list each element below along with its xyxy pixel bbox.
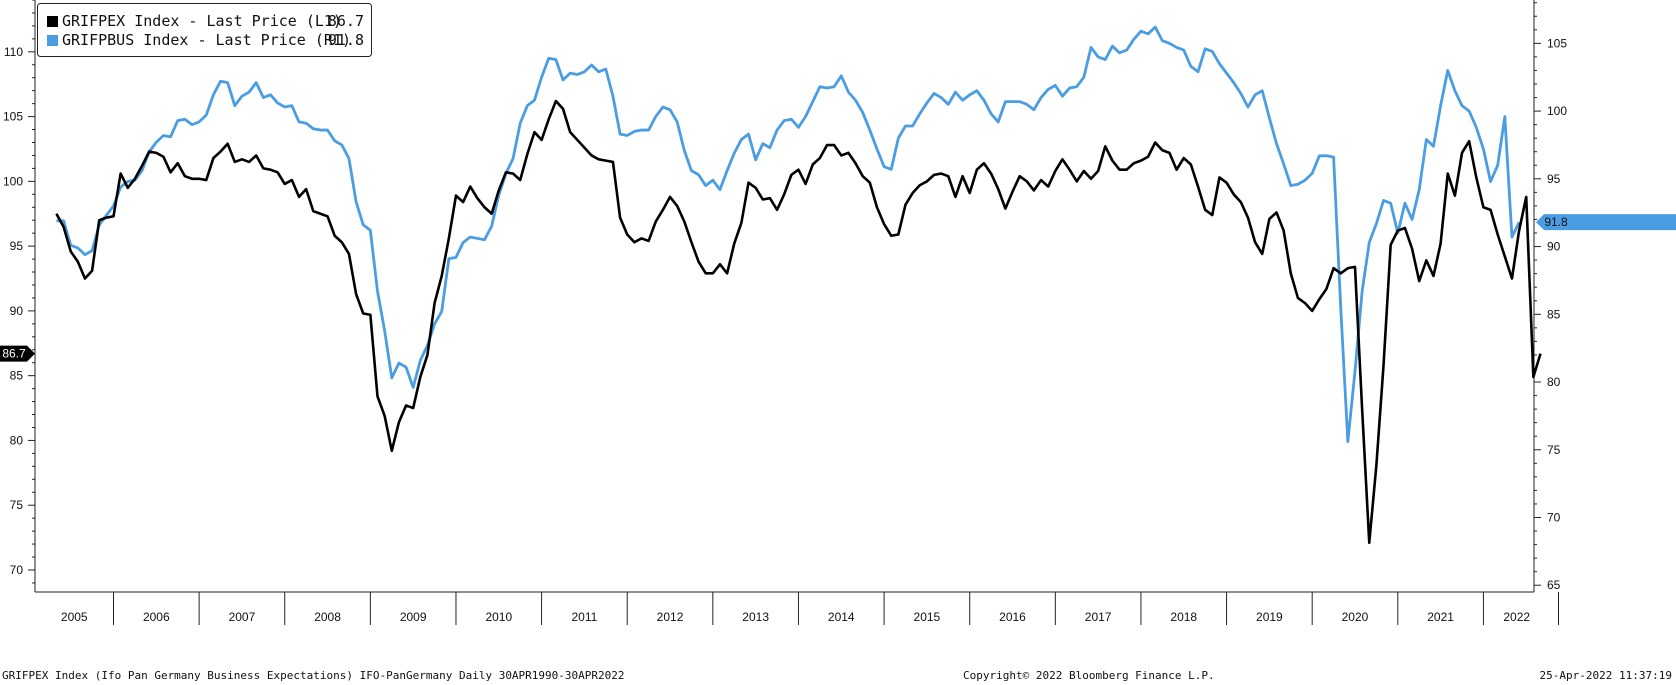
footer-copyright: Copyright© 2022 Bloomberg Finance L.P. [963, 669, 1215, 682]
right-axis-tick-label: 65 [1547, 578, 1561, 592]
x-axis-year-label: 2013 [742, 610, 769, 624]
x-axis-year-label: 2008 [314, 610, 341, 624]
left-axis-tick-label: 100 [3, 174, 23, 188]
x-axis-year-label: 2006 [143, 610, 170, 624]
series-line-grifpbus [56, 25, 1521, 444]
left-axis-tick-label: 70 [10, 563, 24, 577]
last-value-label-grifpex: 86.7 [2, 347, 26, 361]
legend-last-value: 86.7 [328, 12, 364, 30]
x-axis-year-label: 2011 [572, 610, 598, 624]
left-axis-tick-label: 80 [10, 433, 24, 447]
right-axis-tick-label: 80 [1547, 375, 1561, 389]
footer-security-description: GRIFPEX Index (Ifo Pan Germany Business … [2, 669, 625, 682]
x-axis-year-label: 2020 [1342, 610, 1369, 624]
last-value-marker-grifpex [0, 345, 35, 362]
series-line-grifpex [55, 99, 1542, 545]
right-axis-tick-label: 75 [1547, 443, 1561, 457]
legend-box [37, 3, 372, 57]
x-axis-year-label: 2016 [999, 610, 1026, 624]
left-axis-tick-label: 75 [10, 498, 24, 512]
legend-swatch [47, 16, 58, 27]
x-axis-year-label: 2007 [229, 610, 256, 624]
x-axis-year-label: 2017 [1085, 610, 1112, 624]
left-axis-tick-label: 90 [10, 304, 24, 318]
x-axis-year-label: 2019 [1256, 610, 1283, 624]
x-axis-year-label: 2010 [485, 610, 512, 624]
legend: GRIFPEX Index - Last Price (L1)86.7GRIFP… [37, 3, 372, 57]
footer-timestamp: 25-Apr-2022 11:37:19 [1539, 669, 1672, 682]
right-axis-tick-label: 95 [1547, 172, 1561, 186]
legend-series-name: GRIFPBUS Index - Last Price (R1) [62, 31, 351, 49]
x-axis-year-label: 2014 [828, 610, 855, 624]
legend-series-name: GRIFPEX Index - Last Price (L1) [62, 12, 342, 30]
left-axis-tick-label: 95 [10, 239, 24, 253]
x-axis-year-label: 2005 [61, 610, 88, 624]
right-axis-tick-label: 100 [1547, 104, 1567, 118]
legend-swatch [47, 35, 58, 46]
right-axis-tick-label: 90 [1547, 240, 1561, 254]
x-axis-year-label: 2018 [1170, 610, 1197, 624]
x-axis-year-label: 2012 [657, 610, 684, 624]
last-value-label-grifpbus: 91.8 [1544, 215, 1568, 229]
right-axis: 65 70 75 80 85 90 95 100 105 [1533, 0, 1567, 592]
right-axis-tick-label: 70 [1547, 510, 1561, 524]
left-axis-tick-label: 110 [4, 45, 23, 59]
series-layer [55, 25, 1542, 545]
x-axis-year-label: 2009 [400, 610, 427, 624]
x-axis-year-label: 2015 [914, 610, 941, 624]
right-axis-tick-label: 105 [1547, 36, 1567, 50]
left-axis-tick-label: 105 [3, 110, 23, 124]
x-axis: 2005 2006 2007 2008 2009 2010 2011 2012 2013 2014… [35, 591, 1559, 625]
left-axis: 70 75 80 85 90 95 100 105 110 [3, 0, 36, 592]
last-value-markers: 86.7 91.8 [0, 214, 1676, 362]
left-axis-tick-label: 85 [10, 369, 24, 383]
last-value-marker-grifpbus [1536, 214, 1676, 231]
legend-last-value: 91.8 [328, 31, 364, 49]
right-axis-tick-label: 85 [1547, 307, 1561, 321]
x-axis-year-label: 2021 [1427, 610, 1454, 624]
x-axis-year-label: 2022 [1503, 610, 1530, 624]
